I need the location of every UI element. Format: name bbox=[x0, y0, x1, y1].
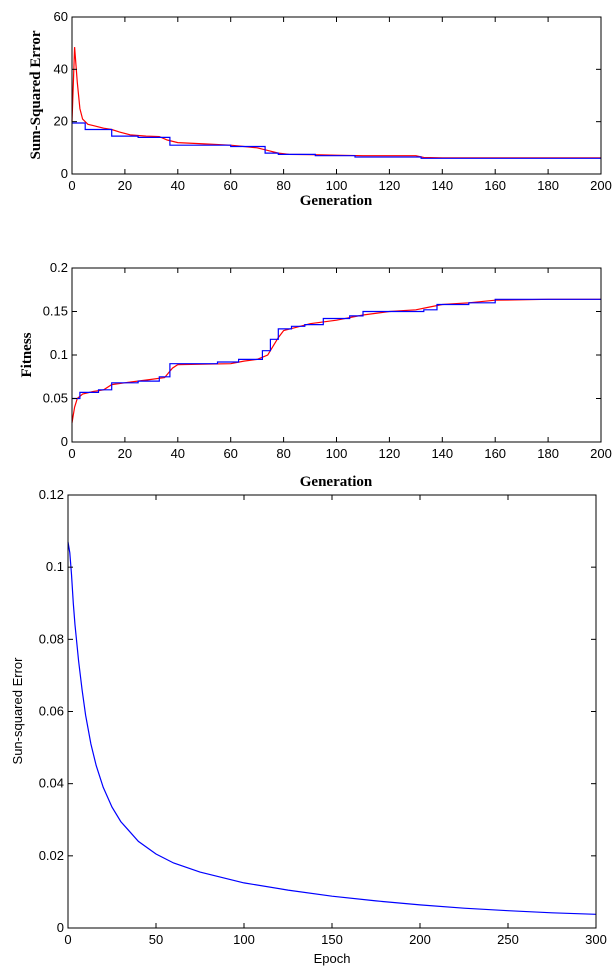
x-tick-label: 60 bbox=[223, 446, 237, 461]
y-tick-label: 0.06 bbox=[39, 704, 64, 719]
x-tick-label: 60 bbox=[223, 178, 237, 193]
x-tick-label: 180 bbox=[537, 178, 559, 193]
axes-frame bbox=[67, 494, 597, 929]
x-axis-label: Epoch bbox=[314, 951, 351, 966]
x-tick-label: 200 bbox=[590, 178, 612, 193]
x-tick-label: 80 bbox=[276, 178, 290, 193]
axes-frame bbox=[71, 267, 602, 443]
x-tick-label: 0 bbox=[64, 932, 71, 947]
y-axis-label: Fitness bbox=[19, 332, 35, 377]
y-tick-label: 0.08 bbox=[39, 631, 64, 646]
x-axis-label: Generation bbox=[300, 193, 373, 209]
chart-sse-generation: 0 20 40 60 80 100 120 140 160 180 200 0 20 40 60 Genera… bbox=[28, 9, 612, 209]
x-tick-label: 0 bbox=[68, 446, 75, 461]
y-tick-label: 60 bbox=[54, 9, 68, 24]
series-line-1 bbox=[67, 541, 597, 915]
x-axis-label: Generation bbox=[300, 474, 373, 490]
x-tick-label: 200 bbox=[409, 932, 431, 947]
x-tick-label: 40 bbox=[171, 446, 185, 461]
x-tick-label: 100 bbox=[233, 932, 255, 947]
x-tick-label: 120 bbox=[379, 178, 401, 193]
x-tick-label: 100 bbox=[326, 178, 348, 193]
y-tick-label: 0.1 bbox=[50, 347, 68, 362]
x-tick-label: 140 bbox=[431, 446, 453, 461]
x-tick-label: 200 bbox=[590, 446, 612, 461]
x-tick-label: 180 bbox=[537, 446, 559, 461]
y-axis-label: Sum-Squared Error bbox=[28, 30, 44, 159]
y-tick-label: 40 bbox=[54, 61, 68, 76]
x-tick-label: 120 bbox=[379, 446, 401, 461]
x-tick-label: 160 bbox=[484, 446, 506, 461]
x-tick-label: 40 bbox=[171, 178, 185, 193]
x-tick-label: 50 bbox=[149, 932, 163, 947]
chart-sse-epoch: 0 50 100 150 200 250 300 0 0.02 0.04 0.06 0.08 0.1 0.… bbox=[10, 487, 607, 966]
series-line-2 bbox=[72, 122, 601, 159]
y-tick-label: 20 bbox=[54, 114, 68, 129]
y-tick-label: 0.02 bbox=[39, 848, 64, 863]
x-tick-label: 20 bbox=[118, 446, 132, 461]
y-tick-label: 0.2 bbox=[50, 260, 68, 275]
x-tick-label: 0 bbox=[68, 178, 75, 193]
series-line-2 bbox=[72, 298, 601, 400]
x-tick-label: 150 bbox=[321, 932, 343, 947]
y-tick-label: 0 bbox=[61, 434, 68, 449]
y-tick-label: 0.05 bbox=[43, 391, 68, 406]
series-line-1 bbox=[71, 298, 601, 423]
x-tick-label: 140 bbox=[431, 178, 453, 193]
y-tick-label: 0.04 bbox=[39, 776, 64, 791]
x-tick-label: 100 bbox=[326, 446, 348, 461]
y-tick-label: 0.12 bbox=[39, 487, 64, 502]
y-axis-label: Sun-squared Error bbox=[10, 657, 25, 765]
x-tick-label: 300 bbox=[585, 932, 607, 947]
y-tick-label: 0 bbox=[57, 920, 64, 935]
x-tick-label: 20 bbox=[118, 178, 132, 193]
y-tick-label: 0.15 bbox=[43, 304, 68, 319]
y-tick-label: 0.1 bbox=[46, 559, 64, 574]
series-line-1 bbox=[71, 47, 601, 159]
y-tick-label: 0 bbox=[61, 166, 68, 181]
x-tick-label: 80 bbox=[276, 446, 290, 461]
axes-frame bbox=[71, 16, 602, 175]
x-tick-label: 250 bbox=[497, 932, 519, 947]
chart-fitness-generation: 0 20 40 60 80 100 120 140 160 180 200 0 0.05 0.1 0.15 0… bbox=[19, 260, 612, 490]
x-tick-label: 160 bbox=[484, 178, 506, 193]
